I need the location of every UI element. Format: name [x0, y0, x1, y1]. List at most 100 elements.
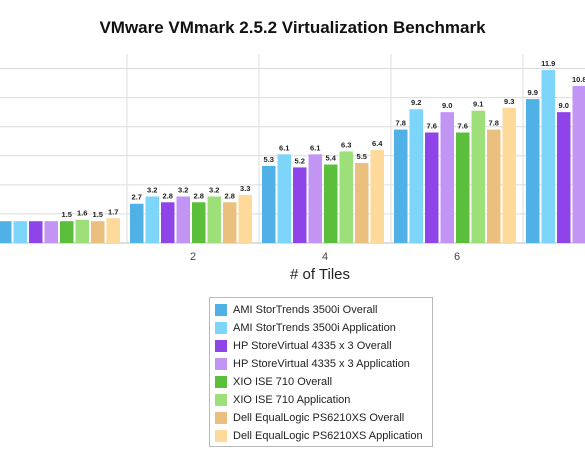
bar	[161, 202, 175, 243]
bar	[293, 167, 307, 243]
bar	[487, 129, 501, 243]
x-tick-label: 6	[454, 251, 460, 263]
x-tick-label: 4	[322, 251, 328, 263]
data-label: 7.6	[427, 122, 437, 131]
data-label: 6.1	[279, 143, 289, 152]
data-label: 1.5	[62, 210, 72, 219]
legend-swatch	[215, 304, 227, 316]
bar	[130, 203, 144, 243]
data-label: 6.4	[372, 139, 383, 148]
data-label: 9.2	[411, 98, 421, 107]
legend-label: HP StoreVirtual 4335 x 3 Application	[233, 358, 410, 370]
legend-label: XIO ISE 710 Application	[233, 394, 351, 406]
bar	[145, 196, 159, 243]
data-label: 1.6	[77, 209, 87, 218]
x-tick-labels: 2468	[190, 251, 460, 263]
bar	[572, 85, 585, 243]
data-label: 10.8	[572, 75, 585, 84]
legend-item: XIO ISE 710 Overall	[215, 373, 432, 391]
data-label: 9.9	[528, 88, 538, 97]
bar	[44, 221, 58, 243]
data-label: 2.7	[132, 193, 142, 202]
data-label: 9.0	[559, 101, 569, 110]
bar	[471, 110, 485, 243]
legend-label: AMI StorTrends 3500i Overall	[233, 304, 378, 316]
bar	[502, 107, 516, 244]
legend-item: AMI StorTrends 3500i Overall	[215, 301, 432, 319]
bar	[207, 196, 221, 243]
legend-item: Dell EqualLogic PS6210XS Application	[215, 427, 432, 445]
data-label: 5.5	[357, 152, 367, 161]
bar	[324, 164, 338, 243]
bar	[557, 112, 571, 244]
legend-swatch	[215, 340, 227, 352]
legend-swatch	[215, 412, 227, 424]
bar	[339, 151, 353, 243]
data-label: 1.5	[93, 210, 103, 219]
legend-swatch	[215, 322, 227, 334]
bar	[60, 221, 74, 243]
bar	[192, 202, 206, 243]
data-label: 3.3	[240, 184, 250, 193]
data-label: 7.8	[396, 119, 406, 128]
bar	[277, 154, 291, 243]
data-label: 6.1	[310, 143, 320, 152]
bar	[75, 219, 89, 243]
legend-swatch	[215, 430, 227, 442]
bar	[29, 221, 43, 243]
bar	[262, 165, 276, 243]
bar	[526, 99, 540, 243]
legend: AMI StorTrends 3500i Overall AMI StorTren…	[209, 297, 433, 447]
bars	[0, 69, 585, 244]
x-axis-title: # of Tiles	[289, 266, 351, 283]
legend-swatch	[215, 358, 227, 370]
legend-label: HP StoreVirtual 4335 x 3 Overall	[233, 340, 392, 352]
legend-swatch	[215, 376, 227, 388]
data-label: 5.3	[264, 155, 274, 164]
data-label: 7.8	[489, 119, 499, 128]
data-label: 6.3	[341, 140, 351, 149]
bar	[440, 112, 454, 244]
data-label: 11.9	[541, 59, 555, 68]
bar	[541, 69, 555, 243]
data-label: 2.8	[225, 191, 235, 200]
data-label: 5.2	[295, 156, 305, 165]
data-label: 3.2	[147, 185, 157, 194]
legend-label: XIO ISE 710 Overall	[233, 376, 333, 388]
bar	[308, 154, 322, 243]
legend-swatch	[215, 394, 227, 406]
data-label: 3.2	[178, 185, 188, 194]
bar	[91, 221, 105, 243]
bar	[176, 196, 190, 243]
legend-item: HP StoreVirtual 4335 x 3 Overall	[215, 337, 432, 355]
legend-label: Dell EqualLogic PS6210XS Application	[233, 430, 423, 442]
data-label: 7.6	[458, 122, 468, 131]
data-labels: 2.7 5.3 7.8 9.9 3.2 6.1 9.2 11.9 2.8 5.2 7.6 9.0 3.2…	[62, 59, 585, 219]
data-label: 9.3	[504, 97, 514, 106]
data-label: 2.8	[194, 191, 204, 200]
bar	[238, 195, 252, 243]
legend-label: AMI StorTrends 3500i Application	[233, 322, 396, 334]
bar	[456, 132, 470, 243]
legend-item: XIO ISE 710 Application	[215, 391, 432, 409]
bar	[223, 202, 237, 243]
bar	[106, 218, 120, 243]
data-label: 5.4	[326, 153, 337, 162]
x-tick-label: 2	[190, 251, 196, 263]
legend-label: Dell EqualLogic PS6210XS Overall	[233, 412, 405, 424]
data-label: 9.1	[473, 100, 483, 109]
data-label: 2.8	[163, 191, 173, 200]
chart-title: VMware VMmark 2.5.2 Virtualization Bench…	[99, 18, 486, 37]
data-label: 3.2	[209, 185, 219, 194]
bar	[355, 163, 369, 243]
bar	[409, 109, 423, 243]
bar	[13, 221, 27, 243]
bar	[425, 132, 439, 243]
legend-item: AMI StorTrends 3500i Application	[215, 319, 432, 337]
bar	[0, 221, 12, 243]
legend-item: Dell EqualLogic PS6210XS Overall	[215, 409, 432, 427]
legend-item: HP StoreVirtual 4335 x 3 Application	[215, 355, 432, 373]
bar	[370, 149, 384, 243]
data-label: 1.7	[108, 207, 118, 216]
